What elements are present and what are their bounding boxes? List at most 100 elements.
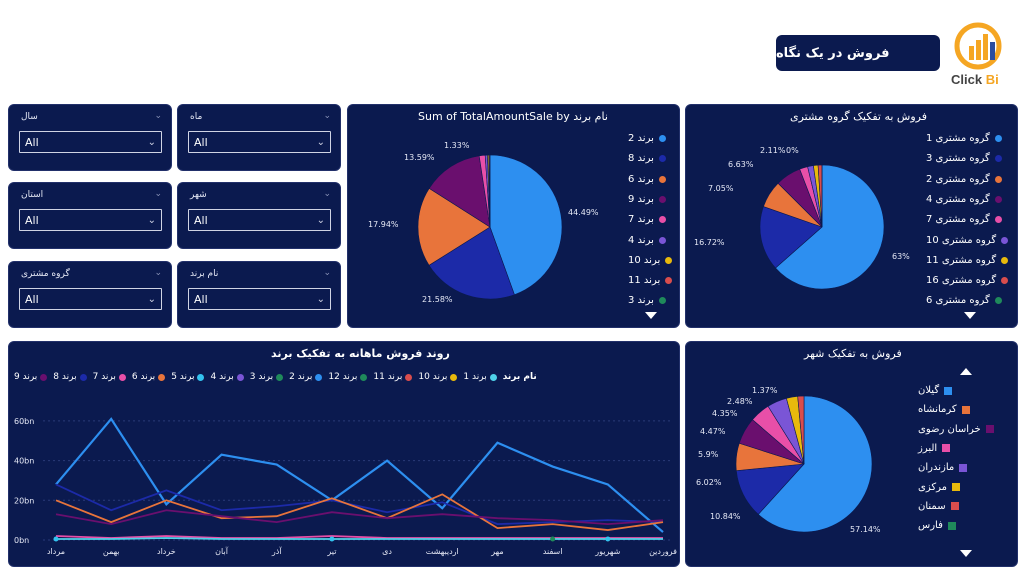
pie-slice[interactable] (428, 155, 491, 228)
slicer-brand-title: نام برند (190, 269, 219, 279)
legend-item[interactable]: برند 4 (210, 372, 244, 382)
legend-item[interactable]: برند 9 (14, 372, 48, 382)
series-line[interactable] (55, 509, 664, 526)
legend-marker (658, 297, 666, 305)
legend-label: برند 7 (92, 372, 116, 382)
slicer-province[interactable]: استان ⌄ All ⌄ (8, 182, 172, 249)
legend-item[interactable]: برند 10 (418, 372, 458, 382)
legend-item[interactable]: کرمانشاه (918, 404, 970, 415)
data-point[interactable] (550, 536, 556, 542)
legend-item[interactable]: البرز (918, 443, 951, 454)
scroll-up-icon[interactable] (960, 368, 972, 375)
legend-label: برند 6 (628, 173, 654, 185)
legend-marker (658, 175, 666, 183)
data-point[interactable] (53, 536, 59, 542)
legend-item[interactable]: گروه مشتری 11 (926, 255, 1009, 266)
legend-item[interactable]: برند 6 (628, 174, 666, 185)
legend-label: مازندران (918, 462, 955, 474)
x-tick-label: آبان (215, 546, 229, 556)
legend-item[interactable]: برند 7 (93, 372, 126, 382)
legend-item[interactable]: برند 4 (628, 235, 666, 246)
slicer-brand[interactable]: نام برند ⌄ All ⌄ (177, 261, 341, 328)
pie-slice[interactable] (417, 187, 491, 266)
legend-item[interactable]: برند 8 (53, 372, 87, 382)
legend-item[interactable]: برند 12 (328, 372, 368, 382)
legend-label: سمنان (918, 500, 946, 512)
pie-slice[interactable] (428, 226, 515, 300)
legend-marker (450, 373, 458, 381)
slicer-year-dropdown[interactable]: All ⌄ (19, 131, 162, 153)
legend-item[interactable]: مازندران (918, 462, 968, 474)
legend-item[interactable]: برند 8 (628, 153, 666, 164)
legend-item[interactable]: برند 6 (132, 372, 166, 382)
legend-marker (658, 195, 666, 203)
chevron-down-icon[interactable]: ⌄ (323, 111, 331, 121)
legend-marker (994, 297, 1002, 305)
legend-label: گروه مشتری 6 (926, 295, 990, 307)
chevron-down-icon[interactable]: ⌄ (154, 189, 162, 199)
legend-item[interactable]: گیلان (918, 385, 953, 396)
logo-text: Click Bi (951, 72, 999, 87)
legend-item[interactable]: برند 9 (628, 194, 666, 205)
pie-slice[interactable] (775, 164, 885, 290)
legend-marker (665, 256, 673, 264)
slicer-brand-dropdown[interactable]: All ⌄ (188, 288, 331, 310)
slicer-year[interactable]: سال ⌄ All ⌄ (8, 104, 172, 171)
legend-item[interactable]: برند 11 (628, 275, 673, 286)
legend-item[interactable]: گروه مشتری 16 (926, 275, 1009, 286)
pie-slice[interactable] (797, 395, 805, 465)
legend-item[interactable]: گروه مشتری 1 (926, 133, 1002, 144)
slicer-month-dropdown[interactable]: All ⌄ (188, 131, 331, 153)
series-line[interactable] (55, 493, 664, 531)
legend-label: برند 4 (210, 372, 234, 382)
chevron-down-icon[interactable]: ⌄ (154, 268, 162, 278)
legend-item[interactable]: برند 2 (289, 372, 323, 382)
y-tick-label: 0bn (14, 536, 29, 545)
legend-item[interactable]: گروه مشتری 4 (926, 194, 1002, 205)
legend-item[interactable]: برند 3 (250, 372, 284, 382)
legend-item[interactable]: گروه مشتری 6 (926, 295, 1002, 306)
data-point[interactable] (329, 536, 335, 542)
legend-item[interactable]: برند 3 (628, 295, 666, 306)
legend-item[interactable]: مرکزی (918, 482, 960, 493)
series-line[interactable] (56, 537, 663, 540)
slicer-month[interactable]: ماه ⌄ All ⌄ (177, 104, 341, 171)
pie-label: 6.02% (696, 478, 722, 487)
series-line[interactable] (55, 483, 664, 526)
slicer-city[interactable]: شهر ⌄ All ⌄ (177, 182, 341, 249)
legend-item[interactable]: برند 10 (628, 255, 673, 266)
legend-item[interactable]: برند 11 (373, 372, 413, 382)
pie-label: 4.35% (712, 409, 738, 418)
legend-label: برند 9 (14, 372, 38, 382)
pie-slice[interactable] (757, 395, 873, 533)
data-point[interactable] (605, 536, 611, 542)
slicer-city-dropdown[interactable]: All ⌄ (188, 209, 331, 231)
legend-item[interactable]: گروه مشتری 10 (926, 235, 1009, 246)
legend-item[interactable]: سمنان (918, 501, 959, 512)
legend-item[interactable]: خراسان رضوی (918, 424, 994, 435)
legend-marker (1001, 236, 1009, 244)
legend-label: خراسان رضوی (918, 423, 981, 435)
slicer-province-dropdown[interactable]: All ⌄ (19, 209, 162, 231)
chevron-down-icon[interactable]: ⌄ (323, 268, 331, 278)
scroll-down-icon[interactable] (964, 312, 976, 319)
series-line[interactable] (55, 535, 663, 539)
pie-slice[interactable] (489, 154, 563, 296)
legend-label: برند 2 (289, 372, 313, 382)
legend-item[interactable]: برند 1 (463, 372, 497, 382)
legend-item[interactable]: برند 7 (628, 214, 666, 225)
legend-item[interactable]: برند 2 (628, 133, 666, 144)
legend-item[interactable]: گروه مشتری 3 (926, 153, 1002, 164)
legend-item[interactable]: گروه مشتری 2 (926, 174, 1002, 185)
legend-item[interactable]: برند 5 (171, 372, 205, 382)
slicer-customer-group-dropdown[interactable]: All ⌄ (19, 288, 162, 310)
scroll-down-icon[interactable] (960, 550, 972, 557)
chevron-down-icon[interactable]: ⌄ (154, 111, 162, 121)
legend-item[interactable]: گروه مشتری 7 (926, 214, 1002, 225)
slicer-customer-group[interactable]: گروه مشتری ⌄ All ⌄ (8, 261, 172, 328)
legend-item[interactable]: فارس (918, 520, 956, 531)
series-line[interactable] (55, 417, 664, 533)
scroll-down-icon[interactable] (645, 312, 657, 319)
pie-label: 4.47% (700, 427, 726, 436)
chevron-down-icon[interactable]: ⌄ (323, 189, 331, 199)
